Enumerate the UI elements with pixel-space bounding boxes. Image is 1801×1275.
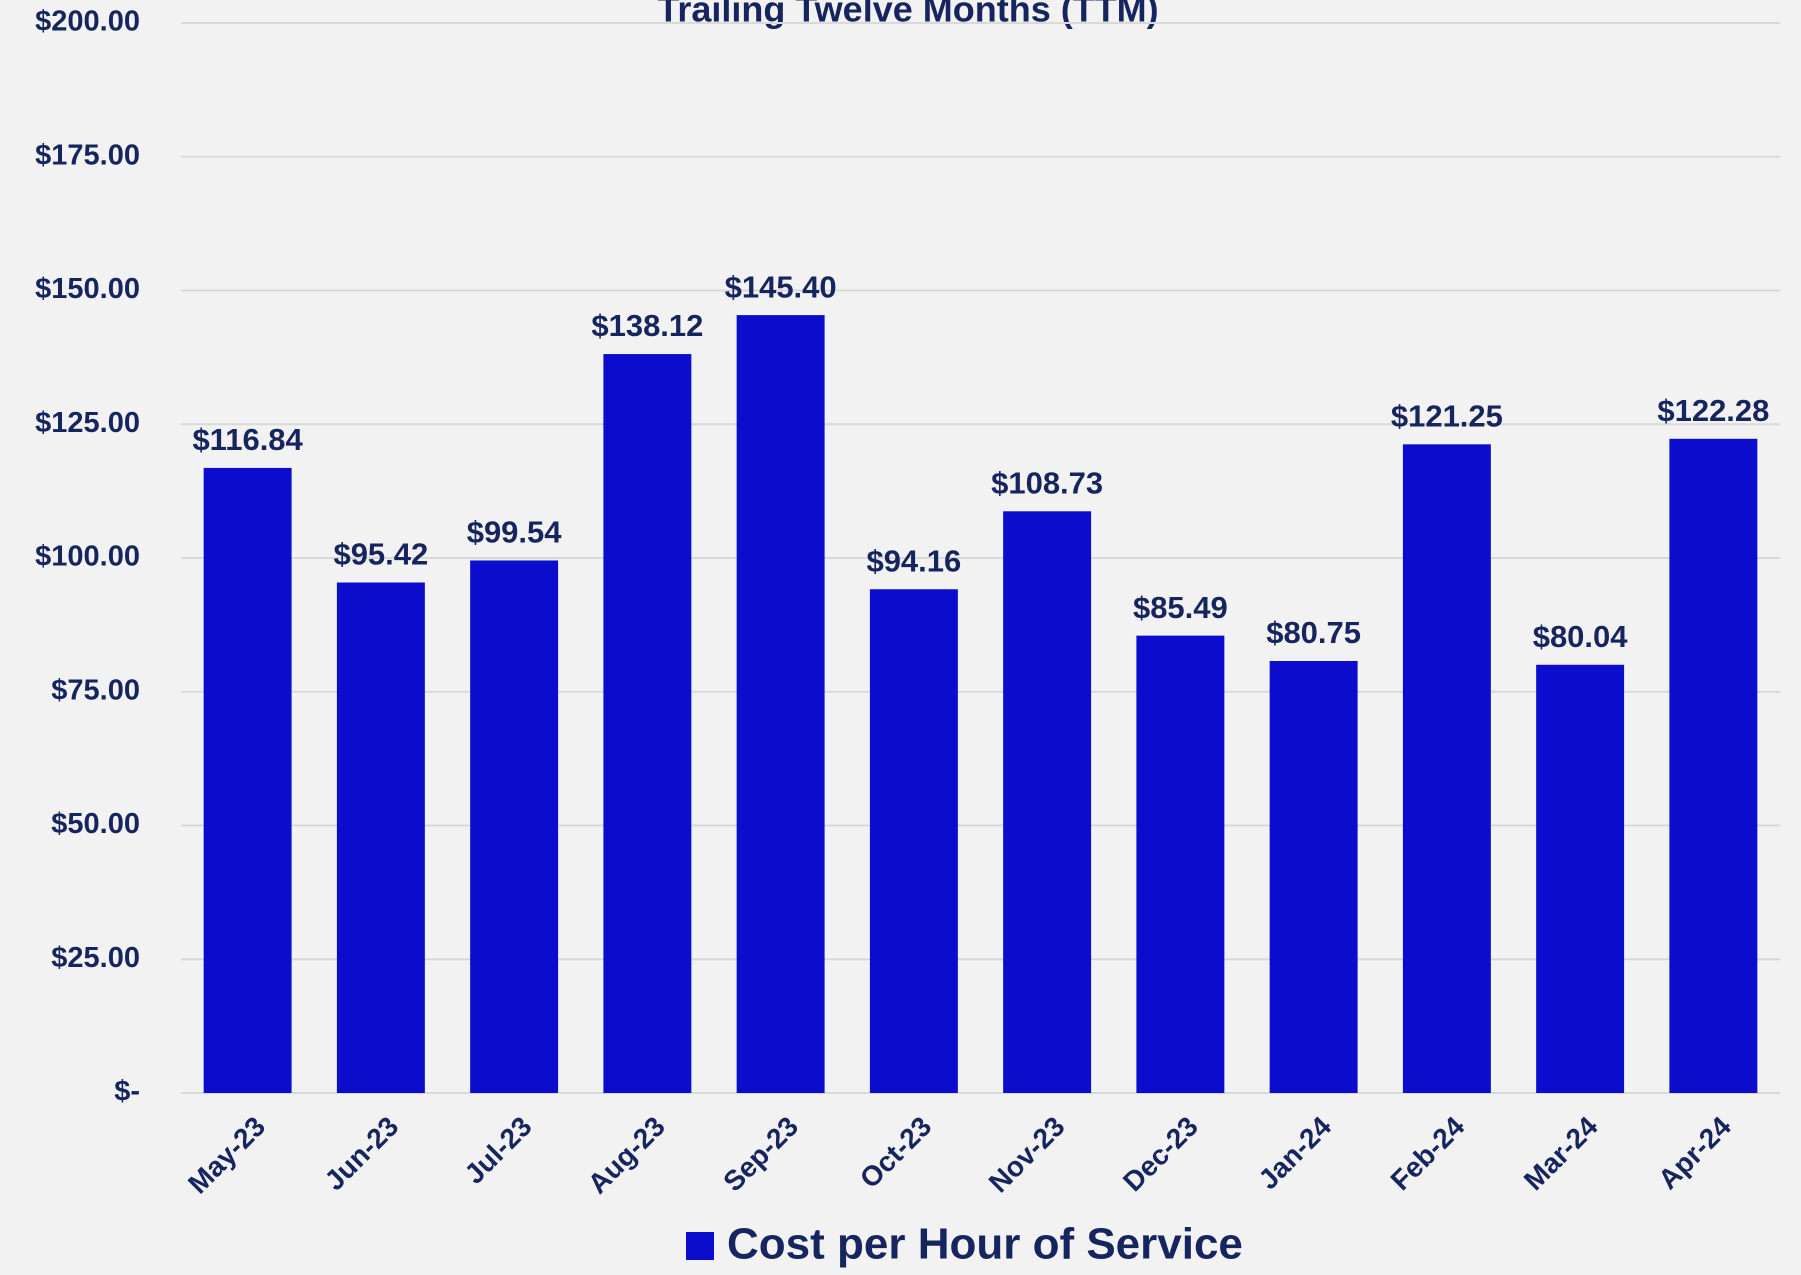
data-label: $122.28 <box>1657 393 1769 428</box>
y-tick-label: $125.00 <box>35 407 140 439</box>
bar <box>1536 664 1625 1093</box>
data-label: $85.49 <box>1133 590 1228 625</box>
y-tick-label: $- <box>114 1076 140 1108</box>
y-tick-label: $200.00 <box>35 6 140 38</box>
data-label: $94.16 <box>866 543 961 578</box>
data-label: $116.84 <box>192 422 303 457</box>
x-tick-label: Jan-24 <box>1252 1110 1337 1195</box>
x-tick-label: Oct-23 <box>854 1111 938 1195</box>
bar <box>203 467 292 1093</box>
x-tick-label: Aug-23 <box>582 1111 671 1200</box>
data-label: $80.04 <box>1533 619 1629 654</box>
data-label: $121.25 <box>1391 399 1503 434</box>
x-tick-label: Jul-23 <box>458 1111 537 1190</box>
y-tick-label: $25.00 <box>51 942 140 974</box>
x-tick-label: Apr-24 <box>1652 1110 1737 1195</box>
bar <box>1003 511 1092 1093</box>
bar <box>1269 660 1358 1093</box>
chart-title: Trailing Twelve Months (TTM) <box>657 0 1158 30</box>
bar <box>1402 444 1491 1093</box>
y-tick-label: $150.00 <box>35 273 140 305</box>
data-label: $108.73 <box>991 465 1103 500</box>
x-tick-label: Jun-23 <box>319 1111 405 1197</box>
data-label: $99.54 <box>467 515 563 550</box>
x-tick-label: Feb-24 <box>1385 1110 1471 1196</box>
y-tick-label: $175.00 <box>35 139 140 171</box>
bar <box>869 589 958 1093</box>
y-tick-label: $50.00 <box>51 808 140 840</box>
x-tick-label: May-23 <box>182 1111 271 1200</box>
y-tick-label: $75.00 <box>51 674 140 706</box>
x-tick-label: Mar-24 <box>1518 1110 1604 1196</box>
x-tick-label: Dec-23 <box>1117 1111 1204 1198</box>
bar <box>603 354 692 1094</box>
data-label: $80.75 <box>1266 615 1361 650</box>
bar <box>736 315 825 1093</box>
bar <box>470 560 559 1093</box>
legend-swatch <box>686 1232 714 1260</box>
data-label: $95.42 <box>333 537 428 572</box>
bar <box>1669 438 1758 1093</box>
data-label: $138.12 <box>591 308 703 343</box>
x-tick-label: Nov-23 <box>983 1111 1071 1199</box>
bar <box>1136 635 1225 1093</box>
data-label: $145.40 <box>725 269 837 304</box>
x-tick-label: Sep-23 <box>717 1111 804 1198</box>
y-tick-label: $100.00 <box>35 541 140 573</box>
legend-label: Cost per Hour of Service <box>727 1220 1243 1269</box>
bar <box>336 582 425 1093</box>
